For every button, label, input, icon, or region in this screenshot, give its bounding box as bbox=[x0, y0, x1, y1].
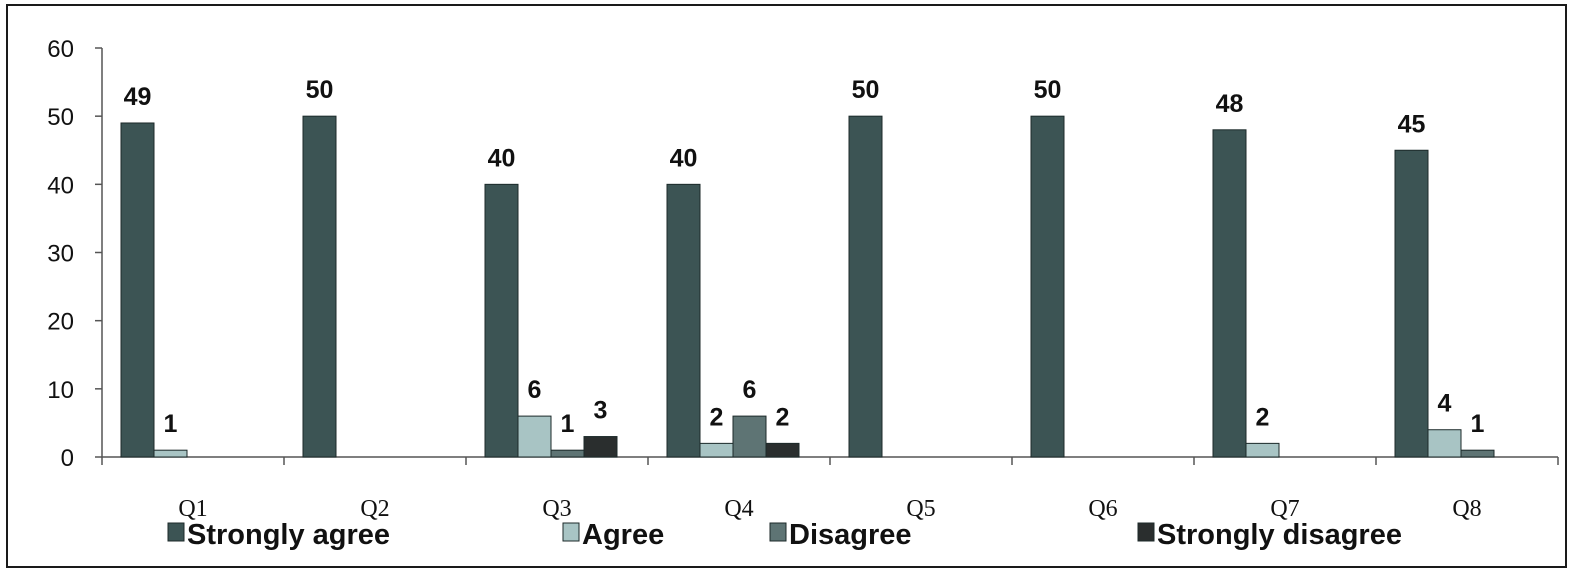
data-label: 45 bbox=[1398, 110, 1426, 138]
legend-label: Agree bbox=[582, 519, 664, 551]
legend-swatch bbox=[769, 522, 787, 542]
legend-label: Disagree bbox=[789, 519, 912, 551]
data-label: 40 bbox=[670, 144, 698, 172]
legend-swatch bbox=[167, 522, 185, 542]
bar-agree-q3 bbox=[517, 415, 552, 458]
legend-label: Strongly agree bbox=[187, 519, 390, 551]
data-label: 1 bbox=[561, 410, 575, 438]
y-tick-label: 40 bbox=[47, 172, 74, 199]
bar-strongly-agree-q4 bbox=[666, 183, 701, 458]
data-label: 2 bbox=[710, 403, 724, 431]
bar-disagree-q3 bbox=[550, 449, 585, 458]
y-tick-label: 50 bbox=[47, 104, 74, 131]
data-label: 1 bbox=[164, 410, 178, 438]
data-label: 50 bbox=[306, 76, 334, 104]
chart-frame: 0 10 20 30 40 50 60 Q1 Q2 Q3 Q4 Q5 Q6 Q7 Q8 49 50 40 40 50… bbox=[6, 4, 1567, 568]
y-tick-label: 30 bbox=[47, 241, 74, 268]
bar-agree-q7 bbox=[1245, 442, 1280, 458]
legend-swatch bbox=[1137, 522, 1155, 542]
y-tick-label: 10 bbox=[47, 377, 74, 404]
x-tick-label: Q1 bbox=[178, 496, 207, 522]
y-tick-label: 60 bbox=[47, 36, 74, 63]
x-tick-label: Q3 bbox=[542, 496, 571, 522]
bar-disagree-q8 bbox=[1460, 449, 1495, 458]
data-label: 49 bbox=[124, 83, 152, 111]
bar-agree-q8 bbox=[1427, 429, 1462, 458]
data-label: 3 bbox=[594, 397, 608, 425]
legend: Strongly agree Agree Disagree Strongly disa… bbox=[167, 519, 1402, 551]
bar-strongly-agree-q8 bbox=[1394, 149, 1429, 458]
bars bbox=[120, 115, 1495, 458]
bar-strongly-agree-q6 bbox=[1030, 115, 1065, 458]
data-label: 6 bbox=[743, 376, 757, 404]
bar-strongly-agree-q5 bbox=[848, 115, 883, 458]
bar-strongly-disagree-q4 bbox=[765, 442, 800, 458]
data-label: 40 bbox=[488, 144, 516, 172]
legend-label: Strongly disagree bbox=[1157, 519, 1402, 551]
y-tick-label: 0 bbox=[61, 445, 74, 472]
bar-strongly-disagree-q3 bbox=[583, 436, 618, 458]
legend-swatch bbox=[562, 522, 580, 542]
bar-strongly-agree-q3 bbox=[484, 183, 519, 458]
data-label: 1 bbox=[1471, 410, 1485, 438]
data-label: 2 bbox=[1256, 403, 1270, 431]
data-label: 48 bbox=[1216, 90, 1244, 118]
x-tick-label: Q5 bbox=[906, 496, 935, 522]
data-label: 50 bbox=[1034, 76, 1062, 104]
x-tick-label: Q8 bbox=[1452, 496, 1481, 522]
y-tick-label: 20 bbox=[47, 309, 74, 336]
bar-strongly-agree-q1 bbox=[120, 122, 155, 458]
x-tick-label: Q7 bbox=[1270, 496, 1299, 522]
x-tick-label: Q4 bbox=[724, 496, 753, 522]
data-label: 4 bbox=[1438, 390, 1452, 418]
bar-chart: 0 10 20 30 40 50 60 Q1 Q2 Q3 Q4 Q5 Q6 Q7 Q8 49 50 40 40 50… bbox=[47, 36, 1559, 551]
bar-disagree-q4 bbox=[732, 415, 767, 458]
bar-strongly-agree-q2 bbox=[302, 115, 337, 458]
data-label: 6 bbox=[528, 376, 542, 404]
bar-strongly-agree-q7 bbox=[1212, 129, 1247, 458]
axes: 0 10 20 30 40 50 60 Q1 Q2 Q3 Q4 Q5 Q6 Q7 Q8 bbox=[47, 36, 1559, 522]
data-label: 2 bbox=[776, 403, 790, 431]
data-label: 50 bbox=[852, 76, 880, 104]
x-tick-label: Q6 bbox=[1088, 496, 1117, 522]
bar-agree-q4 bbox=[699, 442, 734, 458]
x-tick-label: Q2 bbox=[360, 496, 389, 522]
bar-agree-q1 bbox=[153, 449, 188, 458]
